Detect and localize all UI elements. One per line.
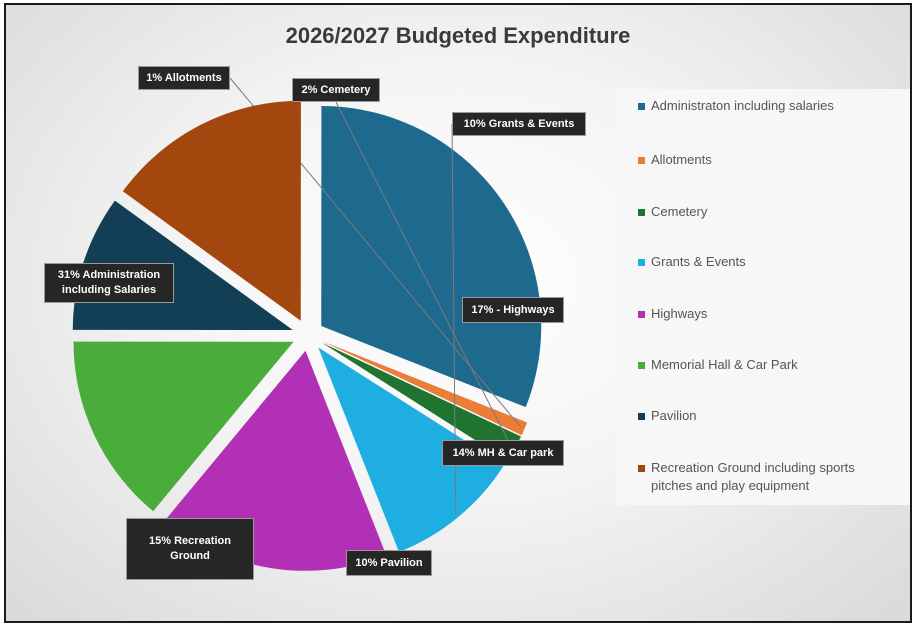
legend-label: Highways xyxy=(651,306,708,321)
legend-swatch xyxy=(638,209,645,216)
legend-item: Administraton including salaries xyxy=(616,97,891,115)
pie-slice-cemetery xyxy=(322,342,522,461)
data-label-allotments: 1% Allotments xyxy=(138,66,230,90)
legend-label: Recreation Ground including sports pitch… xyxy=(651,460,855,493)
legend-item: Allotments xyxy=(616,151,891,169)
legend-item: Cemetery xyxy=(616,203,891,221)
pie-slice-recreation-ground xyxy=(122,100,301,321)
legend-swatch xyxy=(638,103,645,110)
data-label-cemetery: 2% Cemetery xyxy=(292,78,380,102)
leader-line-cemetery xyxy=(335,101,512,448)
data-label-mh-car-park: 14% MH & Car park xyxy=(442,440,564,466)
legend-item: Pavilion xyxy=(616,407,891,425)
pie-slice-allotments xyxy=(322,341,528,436)
data-label-pavilion: 10% Pavilion xyxy=(346,550,432,576)
legend-item: Grants & Events xyxy=(616,253,891,271)
data-label-recreation-ground: 15% Recreation Ground xyxy=(126,518,254,580)
legend-label: Administraton including salaries xyxy=(651,98,834,113)
chart-area: 2026/2027 Budgeted Expenditure 1% Allotm… xyxy=(4,3,912,623)
legend-label: Cemetery xyxy=(651,204,708,219)
chart-legend: Administraton including salaries Allotme… xyxy=(616,89,910,505)
legend-swatch xyxy=(638,311,645,318)
pie-slice-highways xyxy=(165,350,387,571)
data-label-highways: 17% - Highways xyxy=(462,297,564,323)
legend-swatch xyxy=(638,465,645,472)
chart-title: 2026/2027 Budgeted Expenditure xyxy=(285,23,631,48)
legend-item: Memorial Hall & Car Park xyxy=(616,356,891,374)
pie-slice-memorial-hall-car-park xyxy=(73,341,294,512)
legend-label: Pavilion xyxy=(651,408,697,423)
legend-label: Allotments xyxy=(651,152,712,167)
pie-slice-grants-events xyxy=(318,347,504,552)
legend-item: Recreation Ground including sports pitch… xyxy=(616,459,891,495)
legend-swatch xyxy=(638,157,645,164)
legend-swatch xyxy=(638,259,645,266)
legend-swatch xyxy=(638,413,645,420)
legend-swatch xyxy=(638,362,645,369)
data-label-administration: 31% Administration including Salaries xyxy=(44,263,174,303)
legend-label: Grants & Events xyxy=(651,254,746,269)
data-label-grants-events: 10% Grants & Events xyxy=(452,112,586,136)
legend-label: Memorial Hall & Car Park xyxy=(651,357,798,372)
legend-item: Highways xyxy=(616,305,891,323)
